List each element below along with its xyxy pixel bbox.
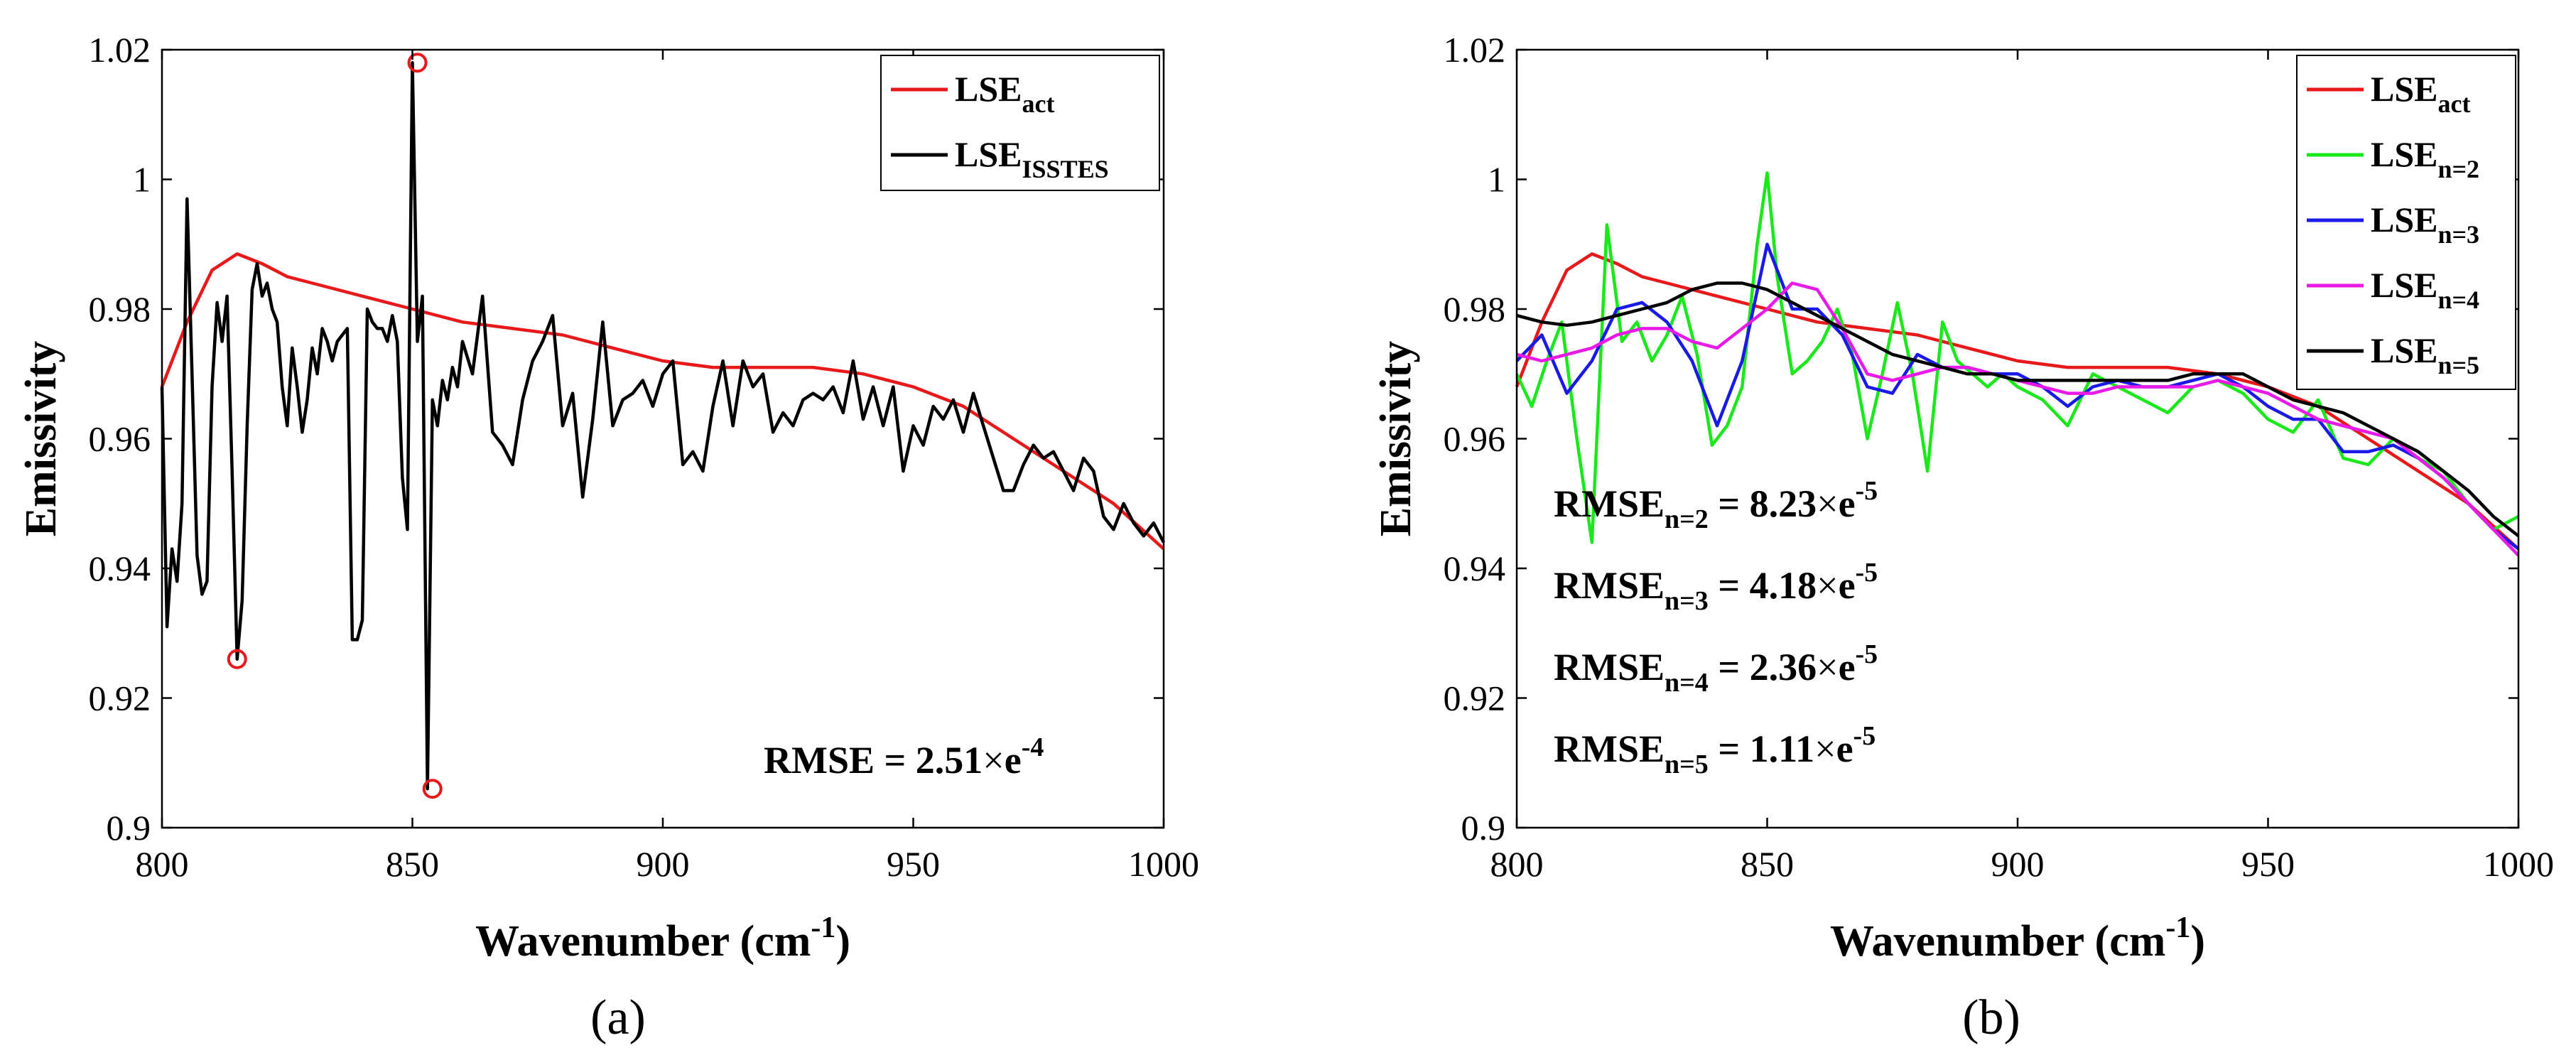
y-tick-label: 0.92 <box>89 678 151 718</box>
legend-label: LSEn=3 <box>2371 200 2479 249</box>
legend-item-act: LSEact <box>891 69 1054 118</box>
x-tick-label: 1000 <box>2483 844 2554 884</box>
panel-b: 800 850 900 950 1000 0.9 0.92 0.94 0.96 0.98 1 1.02… <box>1372 30 2554 1045</box>
series-line-act <box>160 252 1165 551</box>
legend-item-ISSTES: LSEISSTES <box>891 134 1109 183</box>
legend: LSEact LSEISSTES <box>880 55 1160 191</box>
y-tick-label: 1.02 <box>1444 30 1506 70</box>
legend-label: LSEISSTES <box>955 134 1109 183</box>
legend-label: LSEn=4 <box>2371 265 2479 314</box>
rmse-annotation: RMSEn=4 = 2.36×e-5 <box>1554 639 1878 698</box>
y-tick-label: 0.9 <box>107 808 151 848</box>
extreme-point-marker <box>407 53 428 73</box>
x-axis-label: Wavenumber (cm-1) <box>1830 912 2205 966</box>
y-tick-label: 1.02 <box>89 30 151 70</box>
panel-label: (a) <box>590 990 646 1045</box>
rmse-annotation: RMSE = 2.51×e-4 <box>764 732 1044 782</box>
series-line-n=3 <box>1515 242 2520 551</box>
rmse-annotation: RMSEn=5 = 1.11×e-5 <box>1554 721 1876 779</box>
extreme-point-marker <box>422 779 443 799</box>
x-tick-label: 900 <box>1991 844 2045 884</box>
y-tick-label: 0.94 <box>1444 548 1506 588</box>
series-line-n=5 <box>1516 281 2520 538</box>
x-tick-label: 850 <box>386 844 439 884</box>
panel-label: (b) <box>1962 990 2020 1045</box>
y-tick-label: 0.98 <box>89 289 151 329</box>
legend-item-n=4: LSEn=4 <box>2307 265 2479 314</box>
x-tick-label: 1000 <box>1128 844 1199 884</box>
x-tick-label: 800 <box>1490 844 1544 884</box>
legend-label: LSEn=5 <box>2371 330 2479 379</box>
y-tick-label: 0.9 <box>1461 808 1506 848</box>
extreme-point-marker <box>227 649 247 669</box>
rmse-annotation: RMSEn=2 = 8.23×e-5 <box>1554 476 1878 534</box>
y-tick-label: 0.96 <box>89 419 151 459</box>
x-tick-label: 900 <box>637 844 690 884</box>
y-tick-label: 0.92 <box>1444 678 1506 718</box>
y-tick-label: 0.96 <box>1444 419 1506 459</box>
legend-item-act: LSEact <box>2307 69 2470 118</box>
legend-item-n=2: LSEn=2 <box>2307 134 2479 183</box>
x-tick-label: 800 <box>136 844 189 884</box>
panel-a: 800 850 900 950 1000 0.9 0.92 0.94 0.96 0.98 1 1.02… <box>17 30 1199 1045</box>
legend-item-n=3: LSEn=3 <box>2307 200 2479 249</box>
y-tick-label: 1 <box>133 160 151 200</box>
y-tick-label: 0.94 <box>89 548 151 588</box>
x-tick-label: 950 <box>2241 844 2295 884</box>
x-tick-label: 850 <box>1741 844 1794 884</box>
legend-box <box>880 55 1160 191</box>
y-axis-label: Emissivity <box>1372 341 1420 537</box>
legend-box <box>2296 55 2516 390</box>
x-tick-label: 950 <box>887 844 940 884</box>
legend-label: LSEact <box>955 69 1054 118</box>
y-tick-label: 0.98 <box>1444 289 1506 329</box>
y-axis-label: Emissivity <box>17 341 65 537</box>
rmse-annotation: RMSEn=3 = 4.18×e-5 <box>1554 558 1878 616</box>
x-axis-label: Wavenumber (cm-1) <box>475 912 850 966</box>
series-line-ISSTES <box>160 61 1166 791</box>
legend-label: LSEact <box>2371 69 2470 118</box>
legend: LSEact LSEn=2 LSEn=3 LSEn=4 LSEn=5 <box>2296 55 2516 390</box>
legend-label: LSEn=2 <box>2371 134 2479 183</box>
legend-item-n=5: LSEn=5 <box>2307 330 2479 379</box>
y-tick-label: 1 <box>1488 160 1505 200</box>
